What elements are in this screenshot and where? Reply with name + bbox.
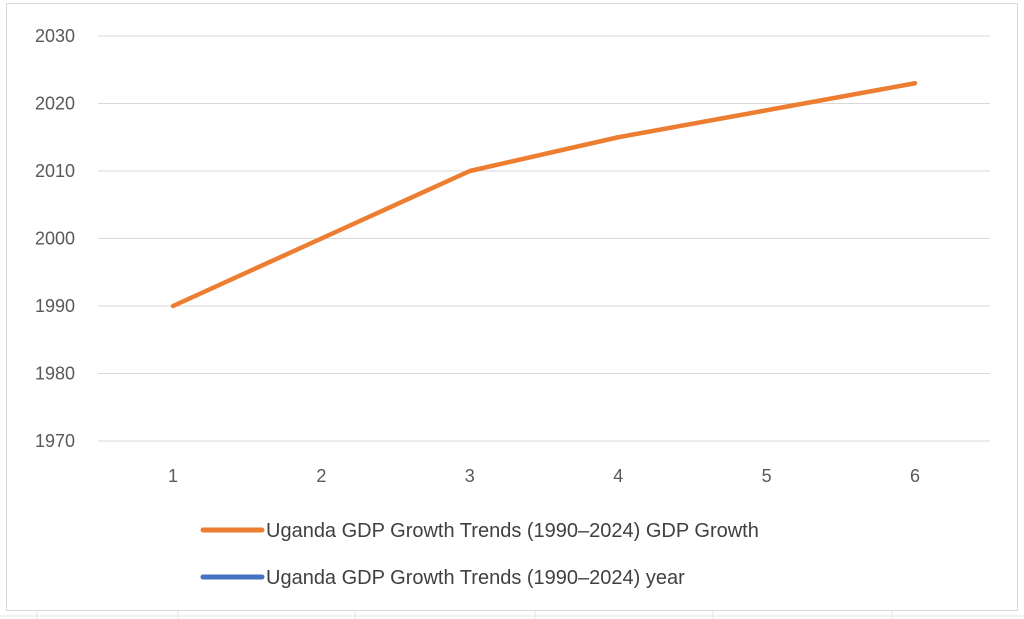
series-lines: [170, 81, 918, 309]
y-tick-label: 2010: [35, 161, 75, 181]
y-tick-label: 2020: [35, 94, 75, 114]
y-tick-label: 2000: [35, 229, 75, 249]
gridlines: [98, 35, 990, 442]
x-tick-label: 1: [168, 466, 178, 486]
series-line-gdp-growth[interactable]: [170, 81, 918, 309]
x-axis-tick-labels: 1 2 3 4 5 6: [168, 466, 920, 486]
x-tick-label: 3: [465, 466, 475, 486]
y-tick-label: 1970: [35, 431, 75, 451]
y-tick-label: 1980: [35, 364, 75, 384]
x-tick-label: 6: [910, 466, 920, 486]
legend-entry-label: Uganda GDP Growth Trends (1990–2024) yea…: [266, 567, 685, 589]
series-line-year[interactable]: [171, 82, 917, 308]
legend: Uganda GDP Growth Trends (1990–2024) GDP…: [200, 520, 759, 589]
chart-area[interactable]: [6, 3, 1018, 611]
x-tick-label: 4: [613, 466, 623, 486]
x-tick-label: 5: [762, 466, 772, 486]
x-tick-label: 2: [316, 466, 326, 486]
legend-entry-label: Uganda GDP Growth Trends (1990–2024) GDP…: [266, 520, 759, 542]
y-tick-label: 2030: [35, 26, 75, 46]
y-axis-tick-labels: 1970 1980 1990 2000 2010 2020 2030: [35, 26, 75, 451]
y-tick-label: 1990: [35, 296, 75, 316]
